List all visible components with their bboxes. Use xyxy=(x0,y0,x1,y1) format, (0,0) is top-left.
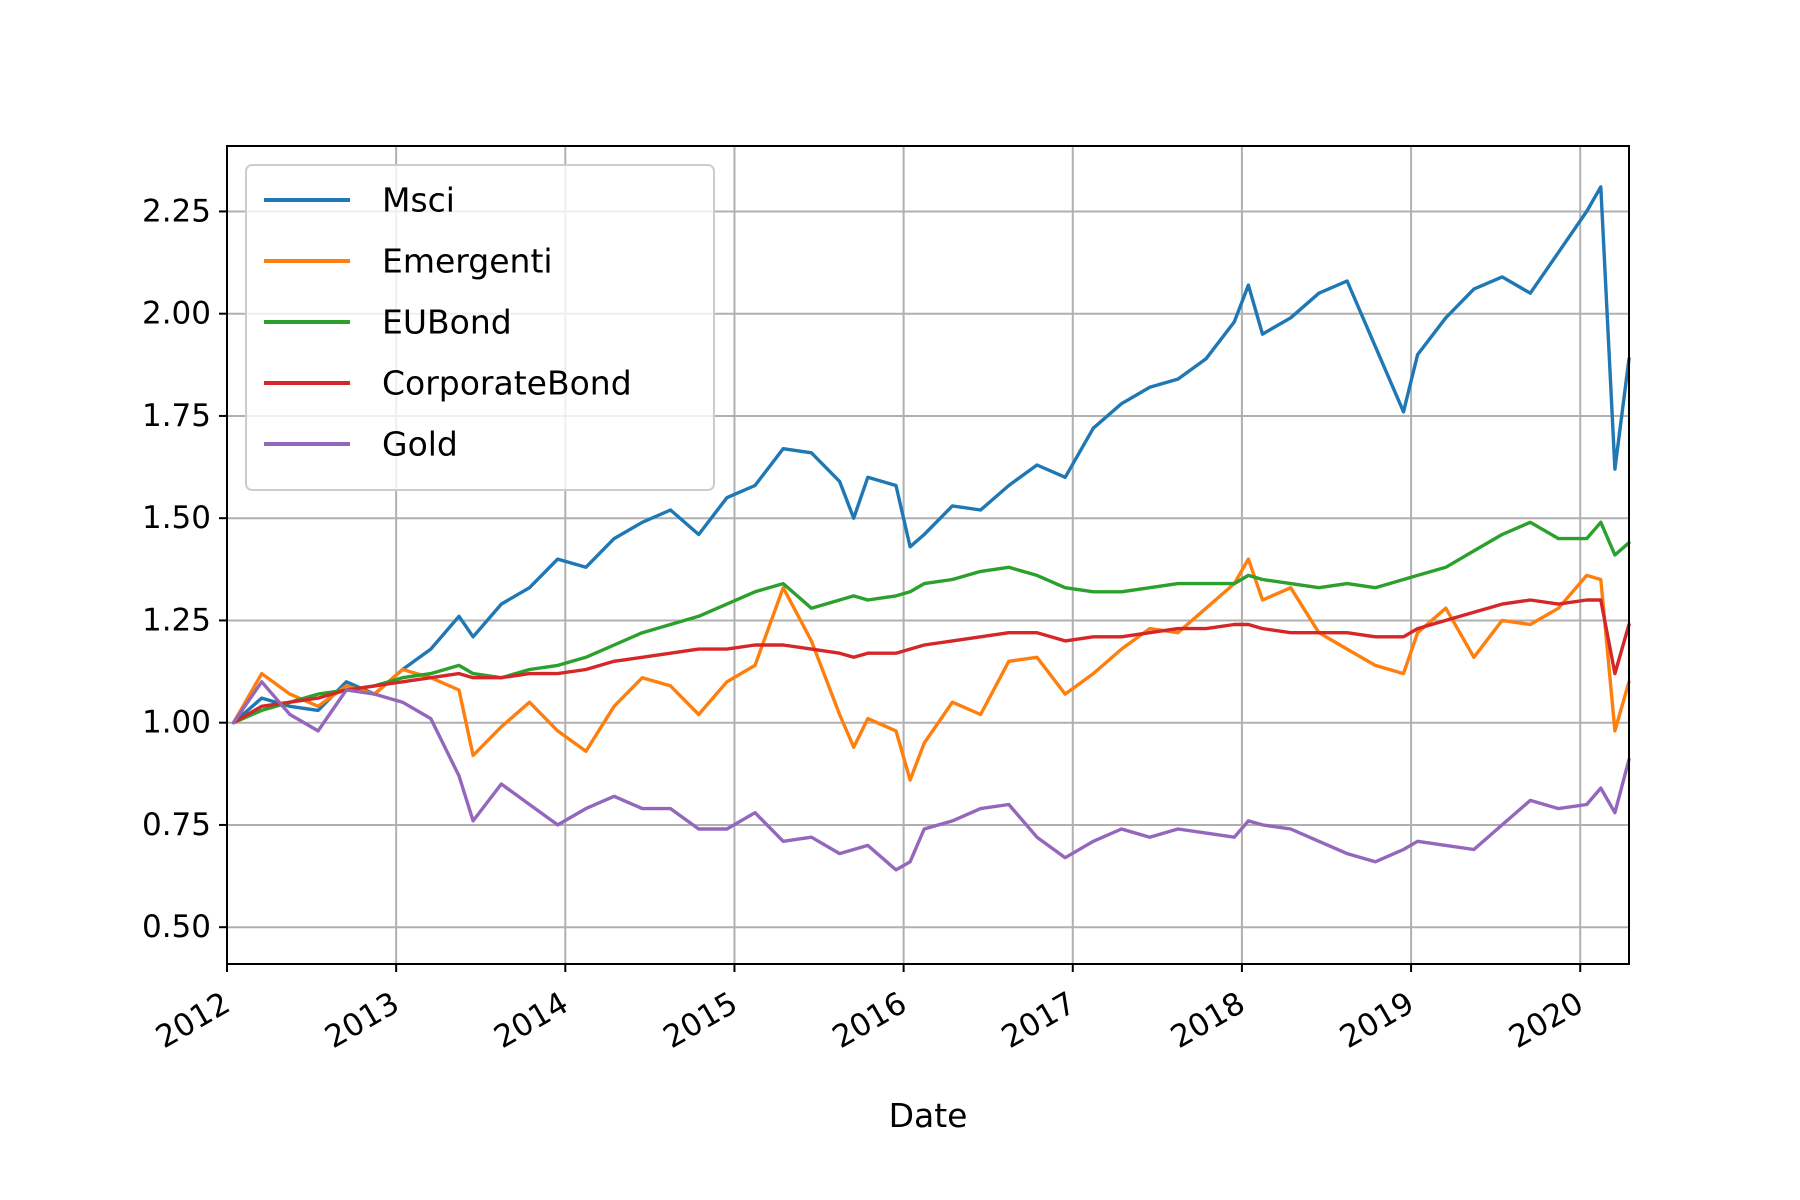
y-tick-label: 1.75 xyxy=(142,398,211,434)
legend-label: CorporateBond xyxy=(382,364,632,403)
legend: Msci Emergenti EUBond CorporateBond Gold xyxy=(245,164,715,491)
y-tick-label: 1.00 xyxy=(142,705,211,741)
legend-box xyxy=(245,164,715,491)
y-tick-label: 1.25 xyxy=(142,602,211,638)
plot-frame xyxy=(226,145,1630,965)
y-tick-label: 0.75 xyxy=(142,807,211,843)
series-line-gold xyxy=(231,680,1631,872)
y-tick-label: 0.50 xyxy=(142,909,211,945)
legend-label: EUBond xyxy=(382,303,512,342)
y-tick-label: 2.00 xyxy=(142,296,211,332)
legend-label: Msci xyxy=(382,181,455,220)
y-tick-label: 2.25 xyxy=(142,193,211,229)
x-axis-label: Date xyxy=(889,1096,968,1135)
legend-label: Emergenti xyxy=(382,242,553,281)
y-tick-label: 1.50 xyxy=(142,500,211,536)
legend-label: Gold xyxy=(382,425,458,464)
series-line-eubond xyxy=(231,520,1631,725)
series-line-msci xyxy=(231,185,1631,725)
series-line-corporatebond xyxy=(231,598,1631,725)
series-line-emergenti xyxy=(231,557,1631,782)
series-lines xyxy=(231,185,1631,872)
